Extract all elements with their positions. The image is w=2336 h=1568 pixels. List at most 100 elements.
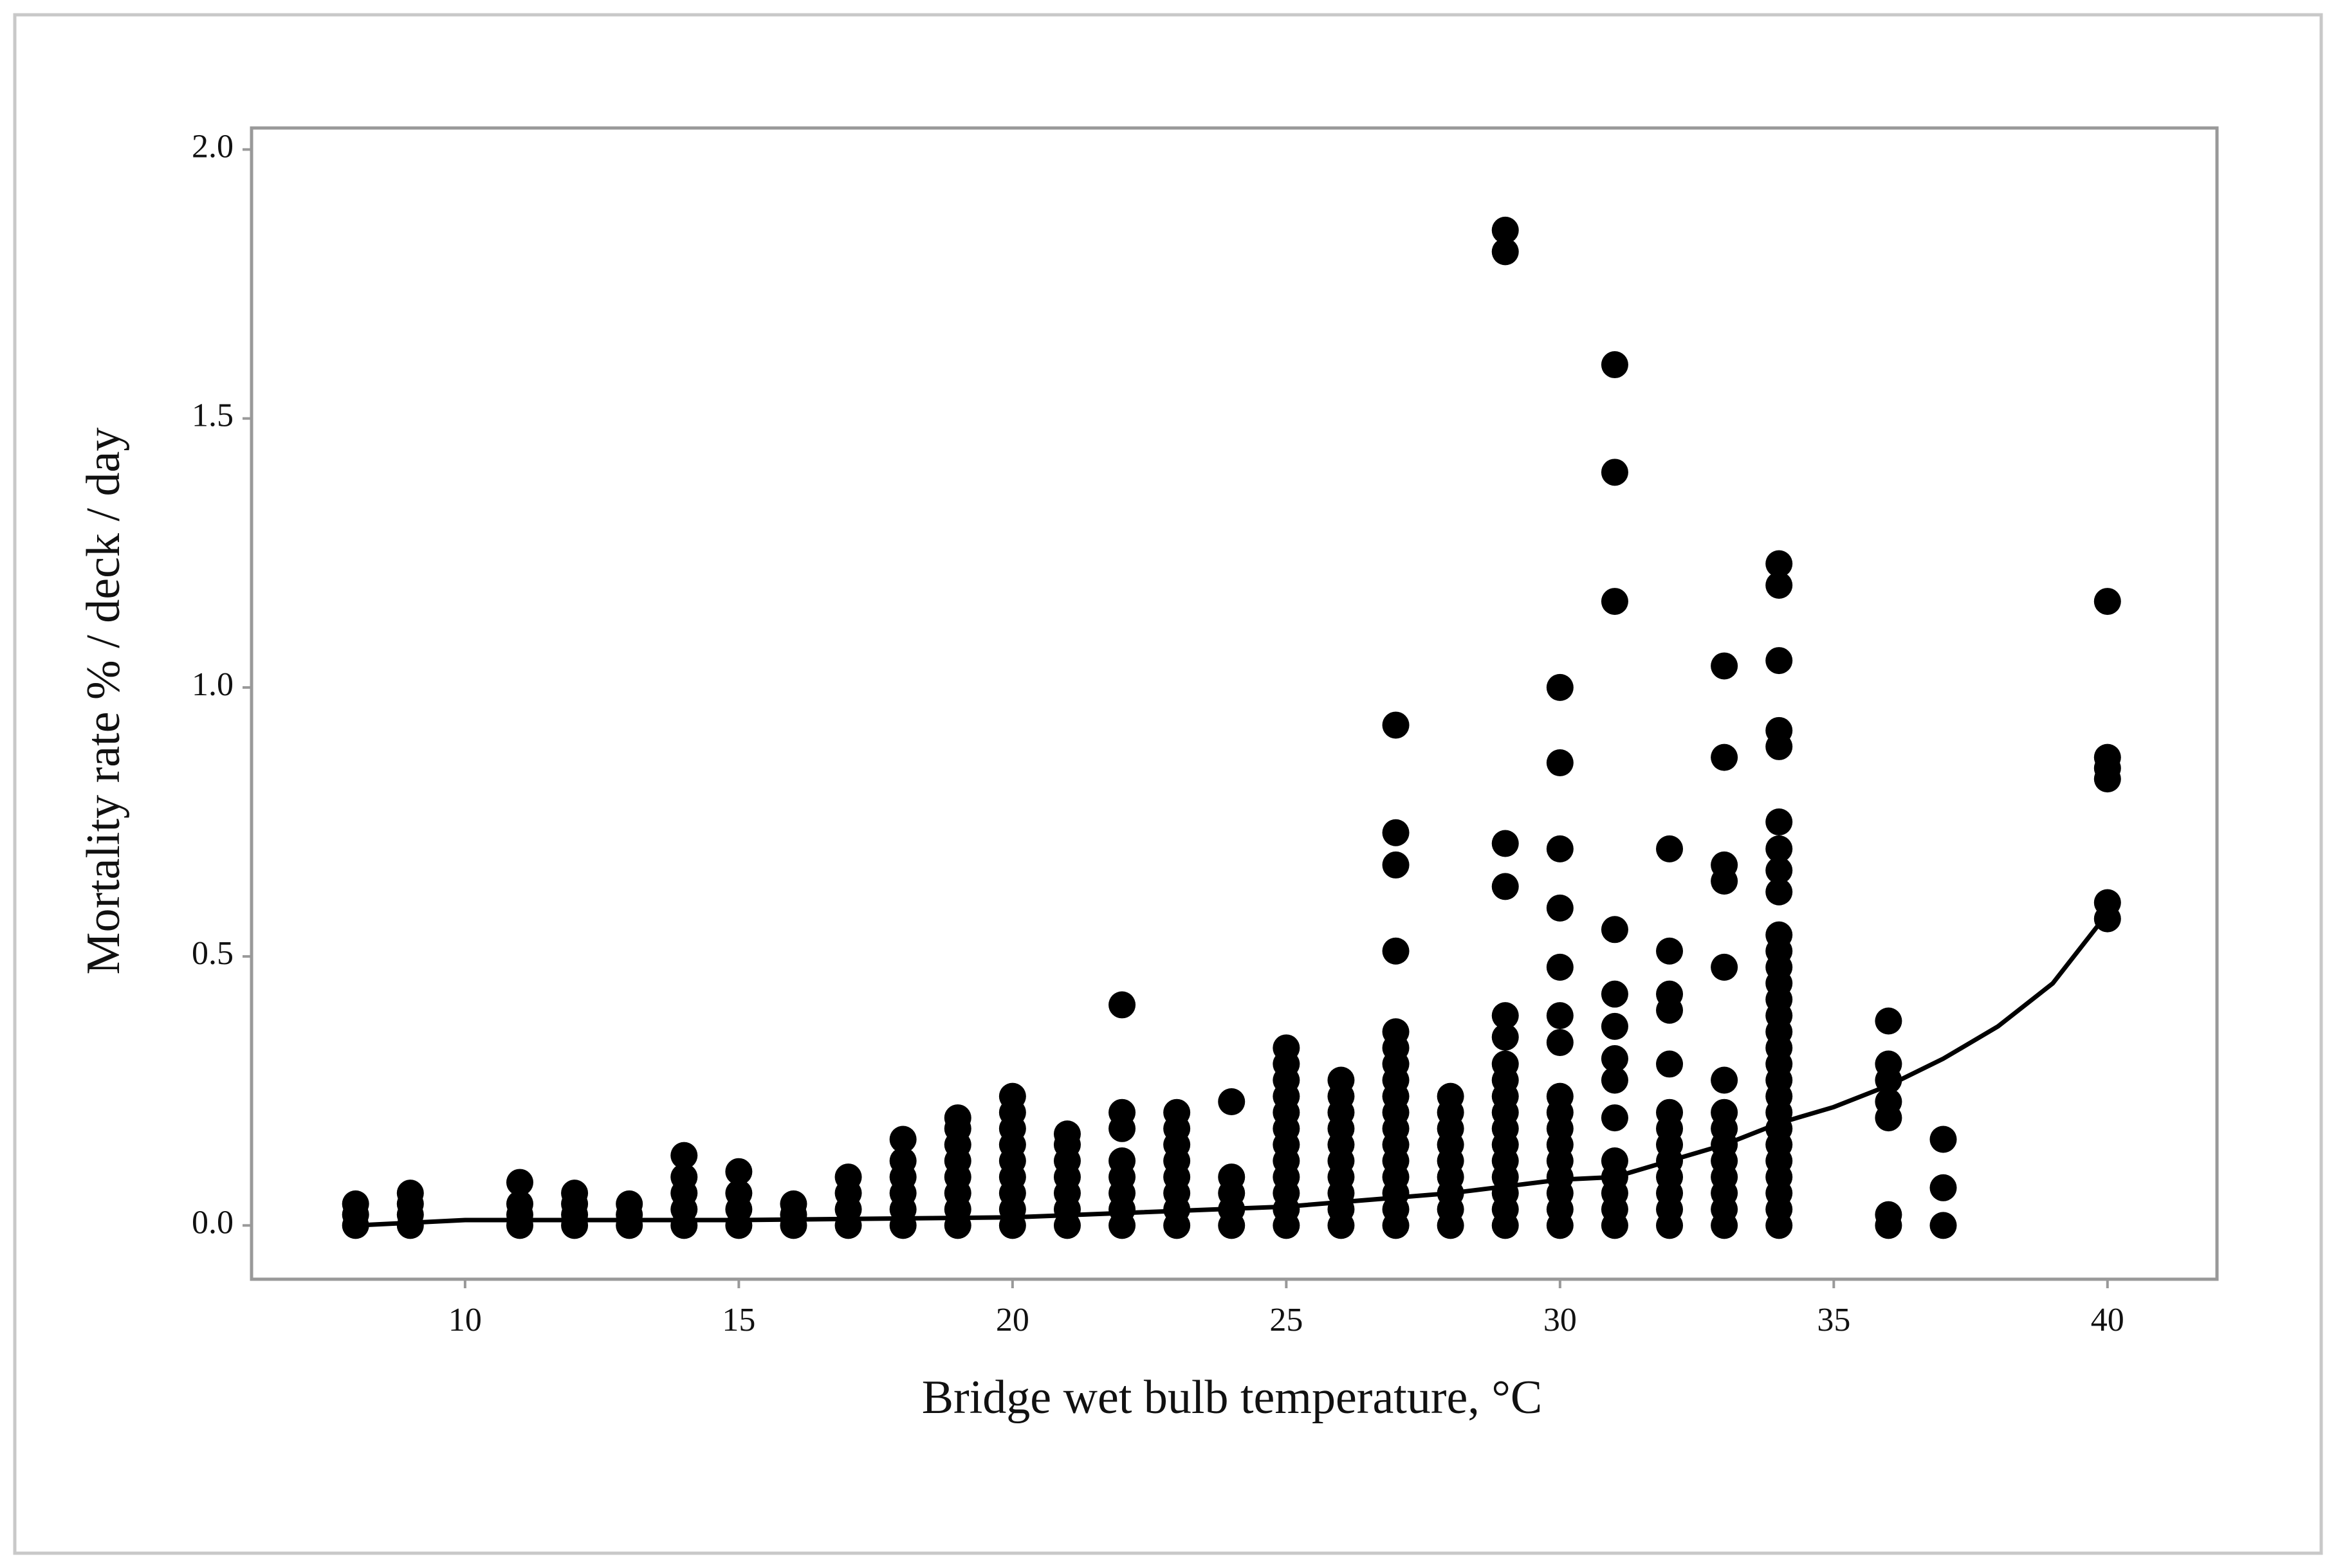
y-tick-label: 1.0 [192, 666, 234, 703]
point [1218, 1088, 1246, 1115]
point [1491, 1023, 1519, 1051]
fit-line [355, 912, 2110, 1228]
point [342, 1190, 369, 1217]
point [1601, 1104, 1628, 1132]
point [1929, 1126, 1957, 1153]
point [834, 1163, 862, 1191]
point [1601, 980, 1628, 1008]
point [1382, 711, 1410, 739]
point [1273, 1034, 1300, 1062]
point [1875, 1201, 1902, 1228]
point [1765, 571, 1793, 599]
point [725, 1158, 753, 1185]
point [1711, 1099, 1738, 1126]
point [1601, 351, 1628, 379]
point [1491, 873, 1519, 900]
point [1491, 1002, 1519, 1030]
point [1382, 937, 1410, 965]
x-tick-label: 20 [996, 1302, 1029, 1338]
point [1765, 857, 1793, 884]
x-tick-label: 10 [448, 1302, 482, 1338]
point [670, 1163, 698, 1191]
point [616, 1190, 643, 1217]
point [780, 1190, 807, 1217]
y-tick-label: 0.5 [192, 935, 234, 972]
point [1601, 459, 1628, 486]
point [998, 1082, 1026, 1110]
point [1656, 835, 1684, 862]
point [506, 1190, 533, 1217]
point [1929, 1212, 1957, 1239]
point [1546, 1082, 1574, 1110]
point [725, 1180, 753, 1207]
point [1491, 216, 1519, 244]
y-tick-label: 2.0 [192, 128, 234, 165]
point [1929, 1174, 1957, 1201]
point [1491, 1050, 1519, 1078]
point [1875, 1007, 1902, 1035]
x-tick-label: 25 [1269, 1302, 1303, 1338]
point [1546, 1002, 1574, 1030]
point [1765, 716, 1793, 744]
point [1601, 1012, 1628, 1040]
point [1163, 1099, 1191, 1126]
x-tick-label: 40 [2091, 1302, 2124, 1338]
point [1765, 808, 1793, 836]
point [1327, 1066, 1355, 1094]
point [1382, 1018, 1410, 1046]
point [1765, 550, 1793, 578]
point [1601, 1066, 1628, 1094]
y-axis-title: Mortality rate % / deck / day [77, 428, 130, 975]
point [2093, 588, 2121, 615]
point [1711, 851, 1738, 879]
point [1765, 835, 1793, 862]
point [670, 1142, 698, 1169]
point [1765, 647, 1793, 675]
point [1546, 749, 1574, 777]
point [1491, 238, 1519, 266]
y-tick-label: 1.5 [192, 397, 234, 434]
point [1711, 652, 1738, 680]
point [1108, 1099, 1136, 1126]
point [2093, 743, 2121, 771]
x-axis-title: Bridge wet bulb temperature, °C [922, 1371, 1543, 1424]
point [1108, 1147, 1136, 1174]
point [1437, 1082, 1464, 1110]
point [2093, 889, 2121, 916]
point [1656, 937, 1684, 965]
point [889, 1147, 917, 1174]
point [396, 1180, 424, 1207]
point [944, 1104, 971, 1132]
point [1875, 1088, 1902, 1115]
point [1601, 588, 1628, 615]
point [1601, 1045, 1628, 1073]
x-tick-label: 15 [722, 1302, 755, 1338]
point [1546, 673, 1574, 701]
point [1601, 916, 1628, 944]
point [1875, 1050, 1902, 1078]
point [1053, 1120, 1081, 1148]
frame [13, 13, 2323, 1555]
point [1382, 851, 1410, 879]
point [1765, 878, 1793, 906]
point [1546, 835, 1574, 862]
point [1546, 953, 1574, 981]
point [1656, 1099, 1684, 1126]
point [1711, 1066, 1738, 1094]
point [1491, 830, 1519, 857]
point [889, 1126, 917, 1153]
x-tick-label: 30 [1543, 1302, 1577, 1338]
point [1711, 953, 1738, 981]
point [1108, 991, 1136, 1019]
point [1601, 1147, 1628, 1174]
x-tick-label: 35 [1817, 1302, 1850, 1338]
plot-area [250, 126, 2219, 1281]
point [1218, 1163, 1246, 1191]
point [1382, 819, 1410, 846]
point [1656, 980, 1684, 1008]
point [1546, 1028, 1574, 1056]
point [506, 1169, 533, 1196]
point [1656, 1050, 1684, 1078]
